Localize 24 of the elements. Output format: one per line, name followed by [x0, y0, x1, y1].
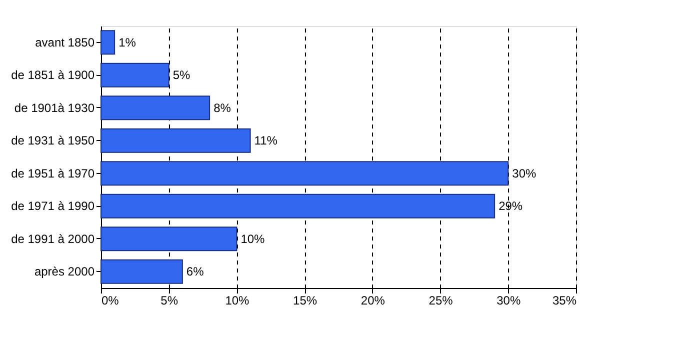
x-tick-label: 0%: [102, 294, 120, 308]
data-label: 30%: [512, 166, 536, 180]
y-tick-label: de 1901à 1930: [14, 100, 95, 115]
data-label: 29%: [498, 199, 523, 214]
data-label: 5%: [172, 68, 191, 82]
y-tick-label: de 1991 à 2000: [11, 232, 95, 246]
y-tick-label: de 1971 à 1990: [11, 199, 95, 214]
x-tick-label: 25%: [428, 294, 454, 308]
y-tick-label: de 1931 à 1950: [11, 134, 95, 148]
x-tick-label: 15%: [293, 294, 318, 308]
y-tick-label: après 2000: [34, 264, 95, 279]
x-tick-label: 10%: [225, 294, 250, 308]
x-tick-label: 35%: [552, 294, 577, 308]
x-tick-label: 5%: [160, 294, 178, 308]
x-tick-label: 30%: [496, 294, 521, 308]
y-tick-label: avant 1850: [35, 35, 95, 50]
data-label: 8%: [214, 100, 232, 115]
y-tick-label: de 1951 à 1970: [11, 166, 95, 180]
data-label: 11%: [254, 134, 278, 148]
data-label: 1%: [118, 35, 136, 50]
data-label: 6%: [186, 264, 204, 279]
y-tick-label: de 1851 à 1900: [11, 68, 95, 82]
data-label: 10%: [240, 232, 266, 246]
x-tick-label: 20%: [360, 294, 386, 308]
